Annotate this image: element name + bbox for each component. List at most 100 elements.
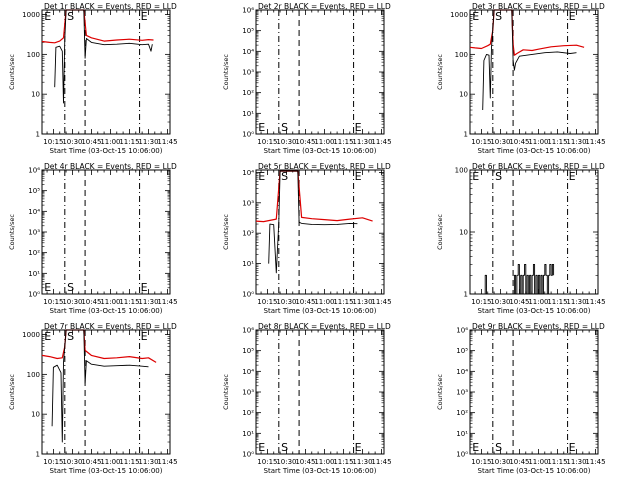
y-axis-label: Counts/sec: [436, 214, 444, 250]
event-marker: E: [258, 170, 265, 183]
y-axis-label: Counts/sec: [222, 214, 230, 250]
x-tick-label: 10:45: [81, 298, 101, 306]
y-tick-label: 100: [27, 371, 40, 379]
x-tick-label: 10:15: [471, 458, 491, 466]
x-tick-label: 11:30: [352, 138, 372, 146]
event-marker: E: [355, 170, 362, 183]
x-tick-label: 11:45: [371, 298, 391, 306]
x-tick-label: 11:30: [352, 458, 372, 466]
y-tick-label: 10¹: [242, 110, 254, 118]
y-tick-label: 10⁰: [242, 451, 254, 459]
x-tick-label: 10:45: [81, 138, 101, 146]
panel-title: Det 2r BLACK = Events, RED = LLD: [258, 2, 391, 11]
y-tick-label: 10³: [242, 389, 254, 397]
y-tick-label: 10²: [242, 89, 254, 97]
event-marker: S: [495, 10, 502, 23]
x-tick-label: 10:15: [43, 138, 63, 146]
y-tick-label: 10³: [242, 69, 254, 77]
x-tick-label: 11:15: [119, 458, 139, 466]
x-tick-label: 10:15: [257, 138, 277, 146]
x-tick-label: 11:00: [100, 298, 120, 306]
x-axis-label: Start Time (03-Oct-15 10:06:00): [478, 307, 591, 315]
x-tick-label: 11:00: [528, 458, 548, 466]
y-tick-label: 10⁵: [28, 187, 40, 195]
y-tick-label: 1000: [22, 11, 40, 19]
x-tick-label: 10:15: [257, 458, 277, 466]
panel-title: Det 4r BLACK = Events, RED = LLD: [44, 162, 177, 171]
x-tick-label: 10:30: [62, 458, 82, 466]
event-marker: E: [355, 121, 362, 134]
x-tick-label: 11:30: [138, 458, 158, 466]
y-tick-label: 10²: [28, 249, 40, 257]
y-tick-label: 10: [459, 91, 468, 99]
y-tick-label: 100: [27, 51, 40, 59]
x-axis-label: Start Time (03-Oct-15 10:06:00): [478, 467, 591, 475]
lld-series-line: [469, 9, 585, 56]
detector-panel: Det 5r BLACK = Events, RED = LLD 10:1510:…: [222, 162, 392, 315]
x-tick-label: 10:45: [81, 458, 101, 466]
detector-panel: Det 2r BLACK = Events, RED = LLD10:1510:…: [222, 2, 392, 155]
y-tick-label: 10³: [456, 389, 468, 397]
y-tick-label: 10: [459, 229, 468, 237]
x-tick-label: 11:15: [119, 138, 139, 146]
detector-panel: Det 6r BLACK = Events, RED = LLD10:1510:…: [436, 162, 606, 315]
y-axis-label: Counts/sec: [8, 54, 16, 90]
event-marker: S: [281, 170, 288, 183]
x-tick-label: 11:45: [157, 138, 177, 146]
plot-frame: [41, 169, 171, 295]
event-marker: S: [281, 121, 288, 134]
y-axis-label: Counts/sec: [436, 374, 444, 410]
y-tick-label: 10⁴: [242, 368, 254, 376]
events-series-line: [54, 9, 153, 104]
x-tick-label: 11:45: [371, 138, 391, 146]
x-tick-label: 11:15: [119, 298, 139, 306]
event-marker: E: [141, 330, 148, 343]
x-tick-label: 11:30: [566, 298, 586, 306]
x-tick-label: 10:30: [276, 298, 296, 306]
x-tick-label: 10:15: [257, 298, 277, 306]
x-axis-label: Start Time (03-Oct-15 10:06:00): [50, 147, 163, 155]
x-axis-label: Start Time (03-Oct-15 10:06:00): [50, 307, 163, 315]
event-marker: E: [355, 441, 362, 454]
x-tick-label: 11:30: [138, 298, 158, 306]
panel-title: Det 3r BLACK = Events, RED = LLD: [472, 2, 605, 11]
y-tick-label: 10⁰: [28, 291, 40, 299]
panel-title: Det 9r BLACK = Events, RED = LLD: [472, 322, 605, 331]
y-tick-label: 1000: [22, 331, 40, 339]
event-marker: E: [569, 10, 576, 23]
event-marker: E: [44, 281, 51, 294]
lld-series-line: [255, 170, 373, 223]
plot-frame: [41, 9, 171, 135]
plot-frame: [469, 169, 599, 295]
detector-panel: Det 8r BLACK = Events, RED = LLD10:1510:…: [222, 322, 392, 475]
x-tick-label: 11:15: [333, 138, 353, 146]
y-tick-label: 10⁴: [28, 208, 40, 216]
x-tick-label: 11:30: [566, 138, 586, 146]
x-tick-label: 11:00: [314, 298, 334, 306]
y-tick-label: 10⁰: [456, 451, 468, 459]
events-series-line: [268, 170, 358, 274]
events-series-line: [51, 329, 149, 443]
panel-title: Det 5r BLACK = Events, RED = LLD: [258, 162, 391, 171]
y-tick-label: 1: [464, 291, 468, 299]
event-marker: S: [495, 170, 502, 183]
panel-title: Det 1r BLACK = Events, RED = LLD: [44, 2, 177, 11]
x-tick-label: 10:30: [276, 458, 296, 466]
x-tick-label: 10:45: [509, 458, 529, 466]
x-axis-label: Start Time (03-Oct-15 10:06:00): [264, 307, 377, 315]
y-tick-label: 10³: [28, 229, 40, 237]
y-tick-label: 1: [36, 131, 40, 139]
event-marker: E: [258, 441, 265, 454]
y-axis-label: Counts/sec: [436, 54, 444, 90]
x-tick-label: 11:30: [566, 458, 586, 466]
plot-frame: [255, 9, 385, 135]
lld-series-line: [41, 329, 157, 363]
y-tick-label: 10⁶: [242, 7, 254, 15]
y-tick-label: 10⁵: [456, 347, 468, 355]
y-tick-label: 10: [31, 411, 40, 419]
y-tick-label: 10¹: [28, 270, 40, 278]
event-marker: E: [141, 10, 148, 23]
y-tick-label: 100: [455, 51, 468, 59]
plot-frame: [255, 169, 385, 295]
